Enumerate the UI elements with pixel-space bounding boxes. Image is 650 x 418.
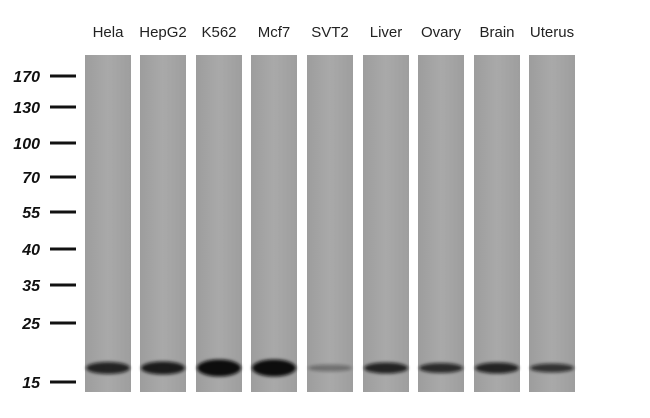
band [252, 359, 296, 377]
lanes: Hela HepG2 K562 Mcf7 SVT2 Liver Ovary Brain Uter… [85, 24, 575, 392]
lane [196, 55, 242, 392]
lane [140, 55, 186, 392]
band [419, 363, 463, 373]
band [86, 362, 130, 374]
band [308, 364, 352, 372]
band [530, 363, 574, 373]
marker-label: 35 [22, 278, 41, 295]
markers: 170 130 100 70 55 40 35 25 15 [13, 69, 76, 392]
lane [307, 55, 353, 392]
lane-label: Brain [479, 24, 514, 41]
lane-label: Uterus [530, 24, 574, 41]
lane-label: HepG2 [139, 24, 187, 41]
band [197, 359, 241, 377]
lane [529, 55, 575, 392]
lane [474, 55, 520, 392]
lane-label: SVT2 [311, 24, 349, 41]
lane-label: Liver [370, 24, 403, 41]
band [141, 361, 185, 375]
lane [363, 55, 409, 392]
marker-label: 55 [22, 205, 41, 222]
band [475, 362, 519, 374]
lane [418, 55, 464, 392]
band [364, 362, 408, 374]
marker-label: 25 [21, 316, 41, 333]
lane-label: Mcf7 [258, 24, 291, 41]
lane-label: Hela [93, 24, 125, 41]
lane-label: Ovary [421, 24, 462, 41]
marker-label: 100 [13, 136, 40, 153]
marker-label: 70 [22, 170, 40, 187]
lane [251, 55, 297, 392]
marker-label: 170 [13, 69, 40, 86]
marker-label: 15 [22, 375, 41, 392]
marker-label: 130 [13, 100, 40, 117]
lane [85, 55, 131, 392]
lane-label: K562 [201, 24, 236, 41]
marker-label: 40 [21, 242, 40, 259]
